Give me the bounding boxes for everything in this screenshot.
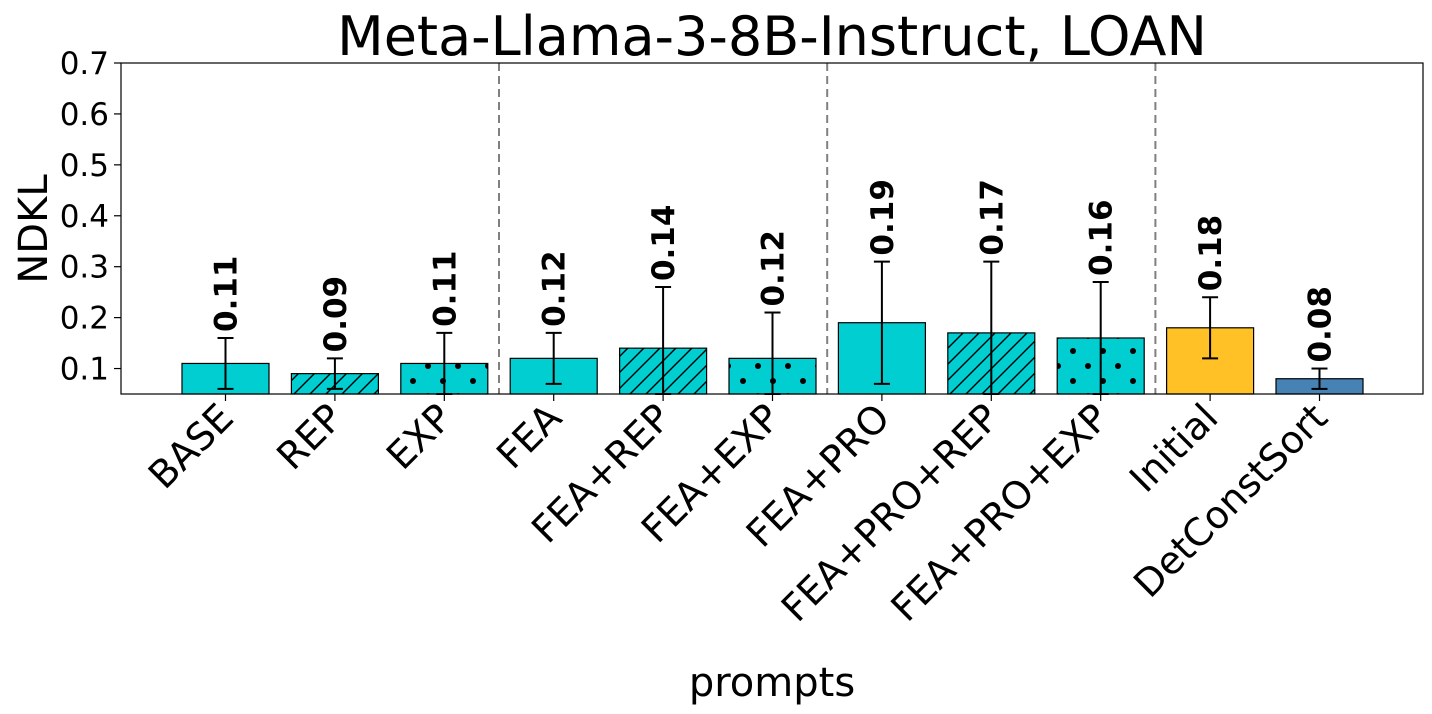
error-bar bbox=[326, 357, 343, 390]
y-tick-label: 0.4 bbox=[60, 199, 109, 235]
data-label: 0.08 bbox=[1303, 286, 1339, 363]
y-tick-label: 0.1 bbox=[60, 352, 109, 388]
error-bar bbox=[1311, 367, 1328, 390]
data-label: 0.18 bbox=[1193, 215, 1229, 292]
category-label: FEA bbox=[488, 395, 570, 477]
y-tick-label: 0.7 bbox=[60, 46, 109, 82]
y-tick-label: 0.3 bbox=[60, 250, 109, 286]
data-labels: 0.11 0.09 0.11 0.12 0.14 0.12 0.19 0.17 0.16 0.18… bbox=[209, 179, 1339, 362]
category-label: BASE bbox=[140, 395, 242, 497]
group-separators bbox=[498, 63, 1157, 394]
data-label: 0.16 bbox=[1084, 199, 1120, 276]
data-label: 0.19 bbox=[865, 179, 901, 256]
error-bar bbox=[873, 260, 890, 385]
data-label: 0.11 bbox=[427, 250, 463, 327]
category-label: EXP bbox=[378, 395, 461, 478]
error-bar bbox=[1202, 296, 1219, 360]
data-label: 0.12 bbox=[537, 250, 573, 327]
data-label: 0.09 bbox=[318, 276, 354, 353]
category-label: DetConstSort bbox=[1125, 395, 1336, 606]
category-label: REP bbox=[268, 395, 351, 478]
error-bar bbox=[217, 336, 234, 390]
y-tick-label: 0.2 bbox=[60, 301, 109, 337]
x-axis: BASE REP EXP FEAFEA+REPFEA+EXPFEA+PROFEA+PR… bbox=[140, 394, 1336, 630]
data-label: 0.12 bbox=[756, 230, 792, 307]
bar-group bbox=[728, 357, 817, 395]
category-label: Initial bbox=[1121, 395, 1226, 500]
data-label: 0.14 bbox=[646, 205, 682, 282]
x-axis-title: prompts bbox=[689, 660, 855, 706]
data-label: 0.11 bbox=[209, 255, 245, 332]
chart-title: Meta-Llama-3-8B-Instruct, LOAN bbox=[337, 5, 1207, 68]
y-axis-title: NDKL bbox=[11, 174, 57, 284]
y-axis: 0.1 0.2 0.3 0.4 0.5 0.6 0.7 bbox=[60, 46, 121, 388]
y-tick-label: 0.5 bbox=[60, 148, 109, 184]
data-label: 0.17 bbox=[974, 179, 1010, 256]
error-bar bbox=[545, 331, 562, 385]
y-tick-label: 0.6 bbox=[60, 97, 109, 133]
